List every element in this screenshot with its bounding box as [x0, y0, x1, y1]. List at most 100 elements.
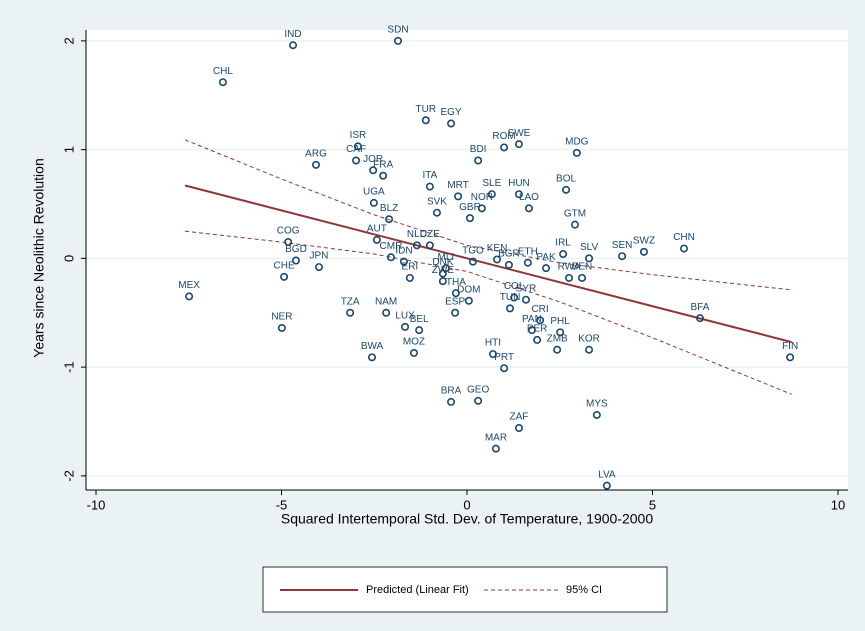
point-label: IND [284, 29, 301, 40]
point-label: PRT [494, 352, 514, 363]
point [451, 308, 460, 317]
point [368, 353, 377, 362]
point-label: UGA [363, 187, 385, 198]
point [695, 314, 704, 323]
point-label: BGR [498, 249, 520, 260]
point-label: COL [504, 281, 525, 292]
legend [262, 566, 668, 613]
x-tick-label: 5 [649, 497, 656, 512]
point [542, 264, 551, 273]
point [477, 204, 486, 213]
point-label: SLE [482, 178, 501, 189]
point-label: ERI [402, 262, 419, 273]
point [468, 257, 477, 266]
point-label: TZA [341, 296, 360, 307]
point [488, 350, 497, 359]
point-label: CRI [531, 304, 548, 315]
point [602, 481, 611, 490]
point-label: SVK [427, 196, 447, 207]
point [432, 208, 441, 217]
point-label: ROM [492, 131, 515, 142]
point [618, 252, 627, 261]
point-label: SWE [508, 128, 531, 139]
point [451, 289, 460, 298]
point-label: GEO [467, 384, 489, 395]
point-label: RWA [558, 262, 581, 273]
point-label: DOM [457, 284, 480, 295]
point-label: HTI [485, 338, 501, 349]
point-label: NLD [407, 229, 427, 240]
point-label: ITA [422, 170, 437, 181]
point [491, 444, 500, 453]
point-label: TUN [500, 292, 521, 303]
y-tick-label: 0 [61, 255, 76, 262]
point [185, 292, 194, 301]
point [447, 119, 456, 128]
point-label: PAK [536, 252, 556, 263]
point-label: CHL [213, 66, 233, 77]
point-label: SLV [580, 242, 598, 253]
point [369, 166, 378, 175]
point [385, 215, 394, 224]
point [514, 190, 523, 199]
point-label: MRT [447, 180, 468, 191]
x-tick-label: -10 [87, 497, 106, 512]
point-label: TGO [462, 245, 484, 256]
point [386, 253, 395, 262]
point [500, 143, 509, 152]
point-label: ZAF [509, 412, 528, 423]
point-label: DNK [432, 257, 453, 268]
point-label: BFA [691, 302, 710, 313]
point [585, 254, 594, 263]
fit-line [184, 184, 792, 344]
point-label: NOR [471, 192, 493, 203]
point-label: SEN [612, 240, 633, 251]
point-label: HUN [508, 178, 530, 189]
point [521, 295, 530, 304]
ci-line [184, 139, 792, 291]
plot-area [86, 30, 848, 490]
point [562, 185, 571, 194]
point [399, 257, 408, 266]
point-label: BEN [572, 262, 593, 273]
point [277, 323, 286, 332]
point-label: JPN [310, 251, 329, 262]
point [454, 192, 463, 201]
point-label: ZWE [432, 265, 455, 276]
point-label: IRL [555, 238, 571, 249]
point [415, 326, 424, 335]
point [438, 277, 447, 286]
point [284, 238, 293, 247]
point [559, 250, 568, 259]
point [474, 156, 483, 165]
point [527, 326, 536, 335]
legend-label: Predicted (Linear Fit) [366, 584, 469, 596]
point-label: BWA [361, 341, 384, 352]
point-label: NAM [375, 296, 397, 307]
point-label: JOR [363, 154, 383, 165]
point [565, 273, 574, 282]
point [421, 116, 430, 125]
point [553, 345, 562, 354]
point [592, 410, 601, 419]
y-axis-title: Years since Neolithic Revolution [31, 158, 47, 357]
point [409, 348, 418, 357]
point [500, 364, 509, 373]
point-label: ESP [445, 296, 465, 307]
y-tick-label: -1 [61, 361, 76, 373]
point-label: CZE [420, 229, 440, 240]
point-label: MEX [178, 280, 200, 291]
point-label: GBR [459, 202, 481, 213]
point-label: BDI [470, 144, 487, 155]
legend-label: 95% CI [566, 584, 602, 596]
x-tick-label: 10 [831, 497, 845, 512]
point [447, 397, 456, 406]
point [372, 235, 381, 244]
point [556, 328, 565, 337]
point [578, 273, 587, 282]
point [465, 214, 474, 223]
point [346, 308, 355, 317]
point [289, 41, 298, 50]
point [393, 36, 402, 45]
